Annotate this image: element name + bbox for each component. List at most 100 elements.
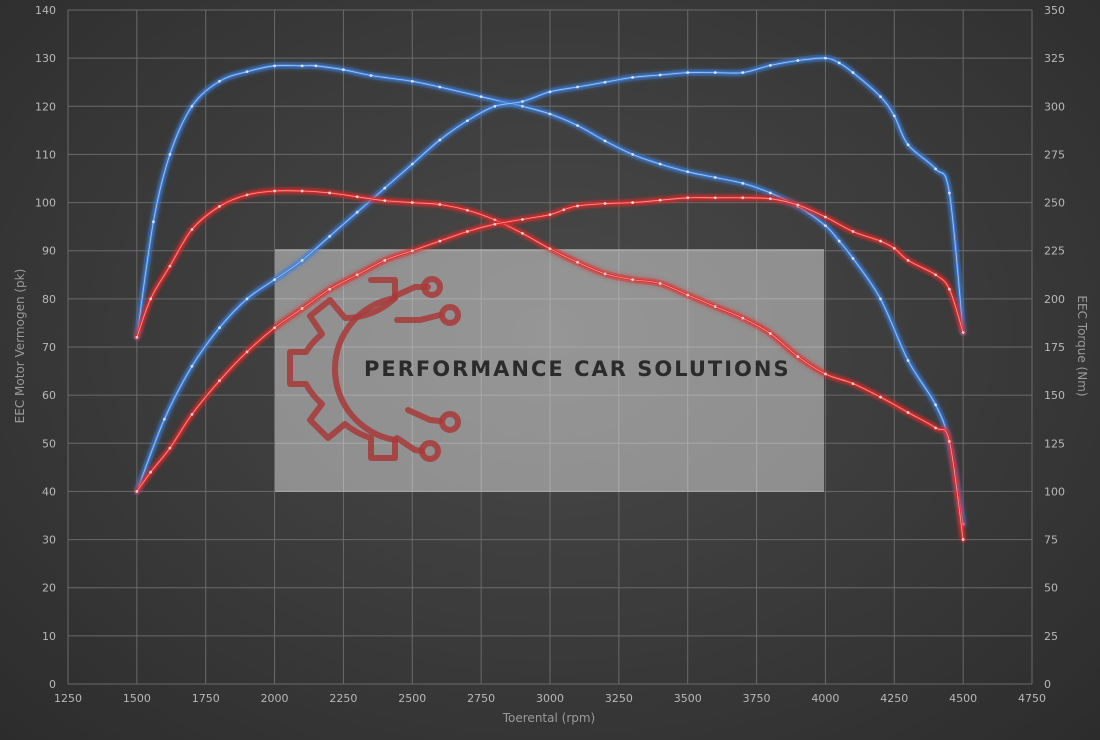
y-left-tick-label: 140 [35,4,56,17]
y-left-tick-label: 0 [49,678,56,691]
data-point [328,287,332,291]
data-point [837,239,841,243]
series-1-blue-left [133,54,967,495]
data-point [879,95,882,99]
data-point [658,282,662,285]
y-right-tick-label: 250 [1044,197,1065,210]
data-point [135,335,139,339]
data-point [355,210,359,214]
data-point [151,220,155,224]
y-left-tick-label: 90 [42,245,56,258]
data-point [562,208,566,212]
data-point [713,176,717,179]
data-point [837,61,841,65]
data-point [576,260,579,264]
data-point [548,213,552,217]
data-point [686,196,690,200]
data-point [658,198,662,202]
data-point [493,222,497,226]
data-point [300,258,304,262]
x-tick-label: 2750 [467,692,495,705]
data-point [603,80,607,84]
data-point [603,202,607,205]
data-point [300,307,304,310]
data-point [300,189,304,193]
data-point [245,297,249,301]
data-point [438,85,442,89]
x-tick-label: 4500 [949,692,977,705]
x-tick-label: 3750 [743,692,771,705]
series-line-highlight [136,57,964,492]
data-point [548,112,552,116]
y-right-tick-label: 75 [1044,534,1058,547]
data-point [658,162,662,166]
data-point [768,197,772,201]
data-point [218,379,221,383]
data-point [369,74,373,77]
data-point [768,332,772,335]
data-point [493,104,497,108]
data-point [465,119,469,123]
data-point [713,71,717,74]
gear-circuit-icon [287,276,461,462]
data-point [438,138,442,142]
data-point [947,439,951,443]
y-axis-right-ticks: 0 25 50 75 100 125 150 175 200 225 250 275 300 325 350 [1044,4,1065,691]
data-point [273,278,276,281]
x-tick-label: 2250 [329,692,357,705]
data-point [947,191,951,195]
y-left-tick-label: 110 [35,148,56,161]
data-point [465,230,469,233]
data-point [879,297,882,301]
data-point [892,246,896,250]
data-point [493,218,497,222]
data-point [768,63,772,67]
y-right-tick-label: 325 [1044,52,1065,65]
data-point [465,208,469,212]
data-point [934,167,937,171]
data-point [328,191,332,195]
data-point [879,239,882,243]
y-left-tick-label: 60 [42,389,56,402]
data-point [947,287,951,291]
data-point [686,71,690,74]
data-point [521,218,524,221]
y-axis-left-label: EEC Motor Vermogen (pk) [13,269,27,424]
data-point [741,316,745,320]
data-point [603,139,607,143]
data-point [438,203,442,206]
data-point [631,278,635,281]
data-point [410,201,414,204]
data-point [190,104,194,108]
series-0-blue-right [133,61,967,528]
data-point [410,162,414,166]
data-point [135,490,139,493]
y-right-tick-label: 225 [1044,245,1065,258]
data-point [245,350,249,354]
data-point [796,355,800,359]
data-point [576,204,579,208]
data-point [383,199,387,203]
x-axis-label: Toerental (rpm) [502,711,595,725]
data-point [851,230,855,233]
y-left-tick-label: 100 [35,197,56,210]
data-point [906,143,910,147]
x-tick-label: 1750 [192,692,220,705]
watermark-panel [275,249,824,492]
y-left-tick-label: 10 [42,630,56,643]
data-point [741,71,745,74]
y-axis-left-ticks: 0 10 20 30 40 50 60 70 80 90 100 110 120 130 140 [35,4,56,691]
data-point [686,293,690,297]
y-right-tick-label: 175 [1044,341,1065,354]
data-point [713,305,717,308]
y-right-tick-label: 0 [1044,678,1051,691]
data-point [879,395,882,399]
y-left-tick-label: 80 [42,293,56,306]
y-left-tick-label: 130 [35,52,56,65]
data-point [149,470,153,474]
x-tick-label: 2000 [261,692,289,705]
data-point [576,124,579,127]
data-point [328,234,332,238]
data-point [342,68,345,72]
